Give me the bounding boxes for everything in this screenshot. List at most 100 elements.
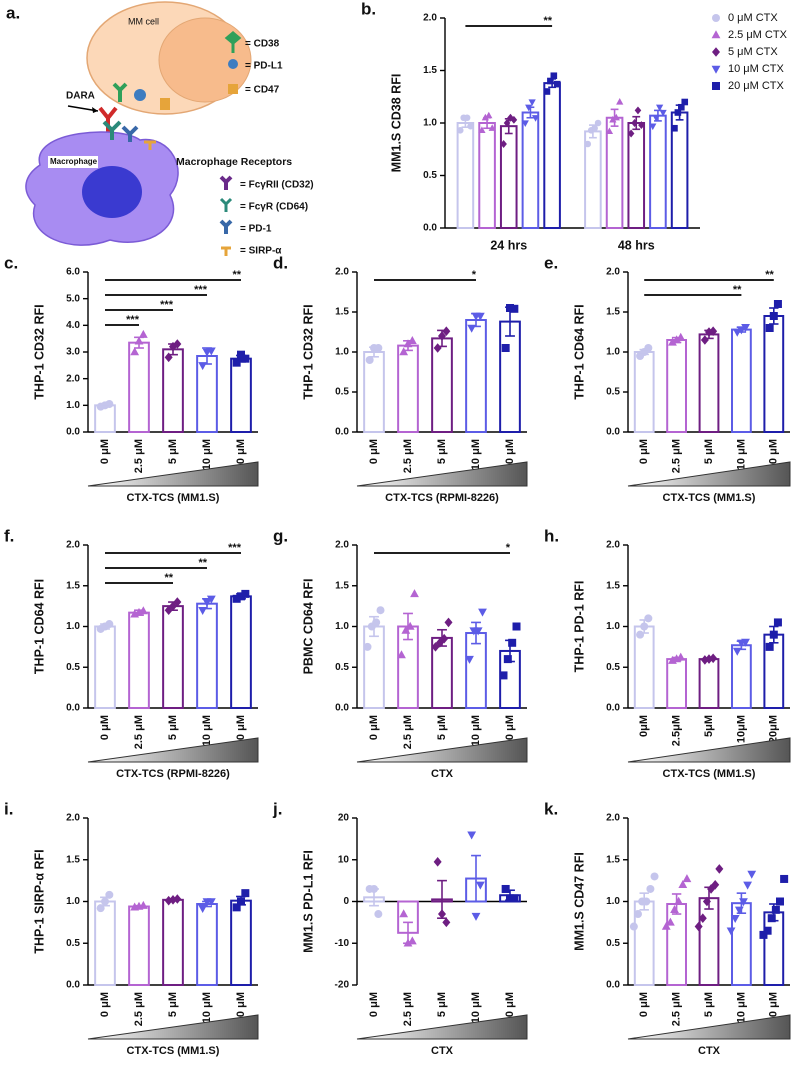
bar [633, 351, 655, 433]
data-point [678, 880, 688, 888]
bar [465, 319, 487, 433]
data-point [644, 614, 653, 623]
y-tick-label: 1.0 [606, 347, 620, 358]
data-point [237, 350, 245, 359]
x-tick-label: 0 μM [99, 439, 111, 464]
bar [397, 344, 419, 434]
x-tick-label: 2.5 μM [133, 992, 145, 1026]
x-tick-label: 5 μM [703, 439, 715, 464]
y-tick-label: 0.0 [66, 427, 80, 438]
data-point [633, 910, 642, 919]
y-tick-label: 2.0 [335, 540, 349, 551]
significance-label: ** [765, 269, 774, 281]
y-axis-label: MM1.S PD-L1 RFI [301, 850, 315, 953]
x-tick-label: 0 μM [638, 439, 650, 464]
bar [230, 899, 252, 986]
data-point [397, 650, 406, 659]
legend-label: 10 μM CTX [728, 63, 785, 75]
x-tick-label: 20 μM [235, 992, 247, 1023]
x-tick-label: 2.5 μM [133, 439, 145, 473]
data-point [528, 99, 536, 106]
data-point [442, 917, 451, 928]
data-point [456, 127, 464, 134]
data-point [499, 671, 508, 680]
legend-label: 2.5 μM CTX [728, 29, 788, 41]
data-point [771, 905, 780, 914]
x-tick-label: 2.5 μM [402, 715, 414, 749]
data-point [407, 936, 417, 945]
x-tick-label: 0 μM [368, 715, 380, 740]
cd38-icon [112, 82, 128, 102]
x-tick-label: 20μM [768, 715, 780, 743]
x-tick-label: 0 μM [99, 715, 111, 740]
receptors-title: Macrophage Receptors [176, 156, 292, 168]
cd47-legend-icon [228, 84, 238, 94]
y-tick-label: 1.0 [423, 118, 437, 129]
y-tick-label: 1.5 [335, 307, 349, 318]
macrophage-label: Macrophage [50, 157, 98, 166]
bar [128, 905, 150, 987]
data-point [485, 111, 493, 119]
receptor-legend-icon [219, 197, 233, 212]
x-tick-label: 5 μM [167, 992, 179, 1017]
significance-label: *** [228, 542, 242, 554]
data-point [503, 119, 511, 127]
y-axis-label: MM1.S CD47 RFI [572, 852, 586, 951]
y-tick-label: 5.0 [66, 293, 80, 304]
data-point [765, 642, 774, 651]
y-tick-label: -10 [335, 938, 350, 949]
data-point [531, 115, 540, 122]
x-tick-label: 2.5 μM [133, 715, 145, 749]
bar [230, 357, 252, 433]
y-axis-label: PBMC CD64 RFI [301, 579, 315, 675]
data-point [715, 864, 724, 874]
data-point [164, 352, 173, 363]
dose-wedge [87, 461, 259, 487]
y-tick-label: 2.0 [606, 540, 620, 551]
bar [196, 602, 218, 709]
data-point [659, 109, 667, 117]
x-tick-label: 5μM [703, 715, 715, 737]
y-axis-label: THP-1 SIRP-α RFI [32, 849, 46, 953]
x-tick-label: 2.5 μM [671, 992, 683, 1026]
y-axis-label: THP-1 PD-1 RFI [572, 581, 586, 673]
bar [162, 605, 184, 709]
dose-wedge [627, 461, 791, 487]
data-point [475, 881, 485, 890]
legend-marker [711, 65, 721, 74]
data-point [510, 115, 518, 124]
data-point [206, 595, 216, 604]
x-axis-label: CTX [431, 1045, 454, 1057]
x-tick-label: 20 μM [768, 439, 780, 470]
y-tick-label: 1.5 [606, 307, 620, 318]
x-tick-label: 20 μM [235, 439, 247, 470]
data-point [767, 914, 776, 923]
dose-wedge [356, 1014, 528, 1040]
x-axis-label: CTX-TCS (RPMI-8226) [385, 492, 499, 504]
data-point [702, 896, 711, 907]
bar [666, 903, 687, 987]
bar [649, 114, 667, 229]
arrowhead [92, 107, 98, 113]
data-point [698, 913, 707, 923]
bar [543, 82, 561, 229]
y-tick-label: 0.5 [606, 387, 620, 398]
x-tick-label: 48 hrs [618, 238, 655, 252]
macrophage-nucleus [82, 166, 142, 218]
significance-label: *** [126, 314, 140, 326]
label-box [48, 156, 98, 168]
bar [363, 625, 385, 709]
x-tick-label: 20 μM [504, 715, 516, 746]
dose-wedge [627, 1014, 791, 1040]
bar [698, 658, 720, 709]
significance-label: ** [198, 557, 207, 569]
bar [456, 122, 475, 229]
data-point [465, 655, 474, 664]
data-point [431, 642, 440, 652]
receptor-label: = PD-1 [240, 224, 272, 235]
data-point [547, 77, 554, 85]
x-tick-label: 2.5 μM [402, 439, 414, 473]
y-tick-label: 0.0 [66, 703, 80, 714]
x-axis-label: CTX-TCS (MM1.S) [127, 1045, 220, 1057]
